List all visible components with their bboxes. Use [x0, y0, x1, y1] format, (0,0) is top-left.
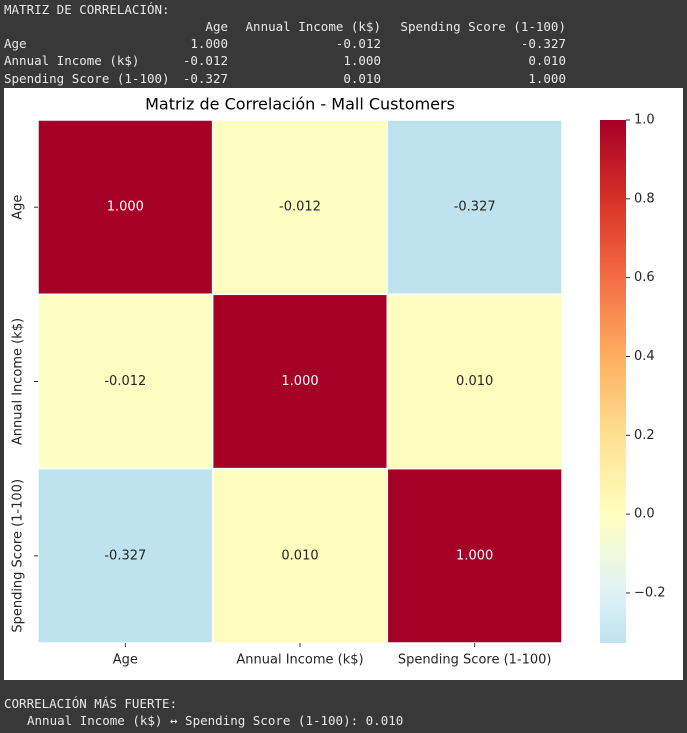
colorbar-tick-label: 0.4 [634, 349, 655, 364]
table-cell: -0.012 [335, 36, 381, 51]
colorbar-tick-label: 0.0 [634, 507, 655, 522]
footer-title: CORRELACIÓN MÁS FUERTE: [4, 696, 178, 711]
table-cell: 0.010 [528, 53, 566, 69]
cell-label: 0.010 [281, 548, 318, 563]
table-cell: 1.000 [343, 53, 381, 69]
heatmap-cell [386, 119, 563, 296]
cell-label: -0.012 [104, 374, 146, 389]
colorbar-tick-label: 0.6 [634, 270, 655, 285]
table-column-header: Age [205, 19, 228, 34]
table-cell: -0.327 [182, 70, 228, 86]
y-tick-label: Age [11, 195, 26, 220]
x-tick-label: Spending Score (1-100) [398, 653, 552, 668]
chart-title: Matriz de Correlación - Mall Customers [145, 95, 455, 114]
y-tick-label: Spending Score (1-100) [11, 479, 26, 633]
table-column-header: Annual Income (k$) [245, 19, 381, 34]
cell-label: 0.010 [456, 374, 493, 389]
cell-label: -0.327 [454, 200, 496, 215]
cell-label: 1.000 [456, 548, 493, 563]
table-cell: -0.327 [520, 36, 566, 51]
cell-label: -0.012 [279, 200, 321, 215]
table-column-header: Spending Score (1-100) [400, 19, 566, 34]
cell-label: -0.327 [104, 548, 146, 563]
colorbar-tick-label: −0.2 [634, 585, 666, 600]
x-tick-label: Annual Income (k$) [236, 653, 363, 668]
cell-label: 1.000 [281, 374, 318, 389]
heatmap-cell [37, 293, 214, 470]
heatmap-cell [211, 293, 389, 470]
cell-label: 1.000 [107, 200, 144, 215]
chart: Matriz de Correlación - Mall Customers 1… [4, 88, 683, 680]
colorbar-tick-label: 1.0 [634, 113, 655, 128]
y-tick-label: Annual Income (k$) [11, 318, 26, 445]
table-cell: -0.012 [182, 53, 228, 69]
heatmap-cell [211, 119, 389, 296]
heatmap-cell [386, 467, 563, 644]
heatmap-cell [37, 467, 214, 644]
table-row-label: Spending Score (1-100) [4, 70, 170, 86]
colorbar-tick-label: 0.2 [634, 428, 655, 443]
table-cell: 1.000 [190, 36, 228, 51]
table-row-label: Age [4, 36, 27, 51]
footer-text: Annual Income (k$) ↔ Spending Score (1-1… [27, 713, 404, 728]
heatmap-cell [211, 467, 389, 644]
colorbar-tick-label: 0.8 [634, 191, 655, 206]
table-row-label: Annual Income (k$) [4, 53, 140, 69]
table-cell: 0.010 [343, 70, 381, 86]
table-cell: 1.000 [528, 70, 566, 86]
console-header: MATRIZ DE CORRELACIÓN: [4, 2, 170, 17]
heatmap-cell [386, 293, 563, 470]
x-tick-label: Age [113, 653, 138, 668]
colorbar [600, 120, 626, 643]
